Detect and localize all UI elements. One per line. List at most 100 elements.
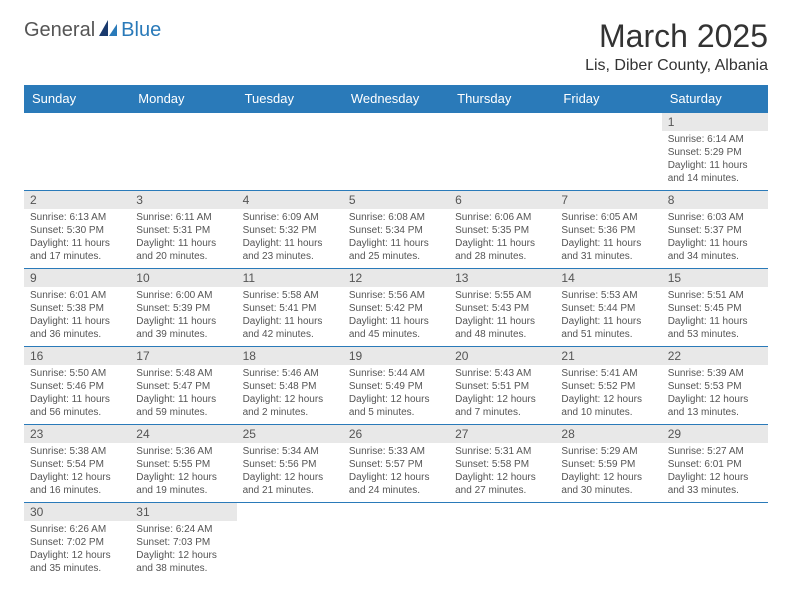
sun-info: Sunrise: 6:09 AMSunset: 5:32 PMDaylight:… xyxy=(237,209,343,265)
sunset-text: Sunset: 5:35 PM xyxy=(455,224,549,237)
sunset-text: Sunset: 5:29 PM xyxy=(668,146,762,159)
sunrise-text: Sunrise: 5:44 AM xyxy=(349,367,443,380)
sunset-text: Sunset: 5:52 PM xyxy=(561,380,655,393)
day-number: 14 xyxy=(555,269,661,287)
sun-info: Sunrise: 5:27 AMSunset: 6:01 PMDaylight:… xyxy=(662,443,768,499)
sun-info: Sunrise: 6:11 AMSunset: 5:31 PMDaylight:… xyxy=(130,209,236,265)
daylight-text: Daylight: 12 hours and 2 minutes. xyxy=(243,393,337,419)
logo-text-general: General xyxy=(24,19,95,42)
sunrise-text: Sunrise: 6:08 AM xyxy=(349,211,443,224)
sunrise-text: Sunrise: 5:56 AM xyxy=(349,289,443,302)
daylight-text: Daylight: 12 hours and 7 minutes. xyxy=(455,393,549,419)
sunset-text: Sunset: 5:32 PM xyxy=(243,224,337,237)
calendar-cell xyxy=(555,113,661,191)
sunrise-text: Sunrise: 5:34 AM xyxy=(243,445,337,458)
sun-info: Sunrise: 6:13 AMSunset: 5:30 PMDaylight:… xyxy=(24,209,130,265)
calendar-cell: 28Sunrise: 5:29 AMSunset: 5:59 PMDayligh… xyxy=(555,425,661,503)
sunrise-text: Sunrise: 6:06 AM xyxy=(455,211,549,224)
weekday-header: Friday xyxy=(555,85,661,113)
calendar-week-row: 2Sunrise: 6:13 AMSunset: 5:30 PMDaylight… xyxy=(24,191,768,269)
sun-info: Sunrise: 6:05 AMSunset: 5:36 PMDaylight:… xyxy=(555,209,661,265)
daylight-text: Daylight: 11 hours and 23 minutes. xyxy=(243,237,337,263)
calendar-cell: 27Sunrise: 5:31 AMSunset: 5:58 PMDayligh… xyxy=(449,425,555,503)
sunrise-text: Sunrise: 6:26 AM xyxy=(30,523,124,536)
day-number: 16 xyxy=(24,347,130,365)
calendar-cell: 2Sunrise: 6:13 AMSunset: 5:30 PMDaylight… xyxy=(24,191,130,269)
calendar-cell xyxy=(237,503,343,581)
sun-info: Sunrise: 5:41 AMSunset: 5:52 PMDaylight:… xyxy=(555,365,661,421)
daylight-text: Daylight: 11 hours and 59 minutes. xyxy=(136,393,230,419)
daylight-text: Daylight: 11 hours and 31 minutes. xyxy=(561,237,655,263)
calendar-cell: 18 Sunrise: 5:46 AMSunset: 5:48 PMDayligh… xyxy=(237,347,343,425)
daylight-text: Daylight: 12 hours and 24 minutes. xyxy=(349,471,443,497)
day-number: 6 xyxy=(449,191,555,209)
day-number: 2 xyxy=(24,191,130,209)
day-number: 8 xyxy=(662,191,768,209)
calendar-cell xyxy=(449,503,555,581)
day-number: 21 xyxy=(555,347,661,365)
weekday-header: Sunday xyxy=(24,85,130,113)
sunset-text: Sunset: 5:48 PM xyxy=(243,380,337,393)
logo: General Blue xyxy=(24,18,161,43)
weekday-header: Tuesday xyxy=(237,85,343,113)
sunrise-text: Sunrise: 6:11 AM xyxy=(136,211,230,224)
sun-info: Sunrise: 5:34 AMSunset: 5:56 PMDaylight:… xyxy=(237,443,343,499)
logo-text-blue: Blue xyxy=(121,19,161,42)
sunset-text: Sunset: 7:03 PM xyxy=(136,536,230,549)
sunset-text: Sunset: 5:38 PM xyxy=(30,302,124,315)
calendar-cell: 16Sunrise: 5:50 AMSunset: 5:46 PMDayligh… xyxy=(24,347,130,425)
daylight-text: Daylight: 11 hours and 20 minutes. xyxy=(136,237,230,263)
daylight-text: Daylight: 11 hours and 48 minutes. xyxy=(455,315,549,341)
sun-info: Sunrise: 6:14 AMSunset: 5:29 PMDaylight:… xyxy=(662,131,768,187)
sunset-text: Sunset: 5:44 PM xyxy=(561,302,655,315)
weekday-header: Monday xyxy=(130,85,236,113)
day-number: 25 xyxy=(237,425,343,443)
day-number: 11 xyxy=(237,269,343,287)
sunrise-text: Sunrise: 5:58 AM xyxy=(243,289,337,302)
day-number: 30 xyxy=(24,503,130,521)
sunset-text: Sunset: 6:01 PM xyxy=(668,458,762,471)
sunset-text: Sunset: 5:30 PM xyxy=(30,224,124,237)
sun-info: Sunrise: 6:03 AMSunset: 5:37 PMDaylight:… xyxy=(662,209,768,265)
calendar-cell: 20Sunrise: 5:43 AMSunset: 5:51 PMDayligh… xyxy=(449,347,555,425)
day-number: 18 xyxy=(237,347,343,365)
sunrise-text: Sunrise: 5:50 AM xyxy=(30,367,124,380)
calendar-cell: 25Sunrise: 5:34 AMSunset: 5:56 PMDayligh… xyxy=(237,425,343,503)
sunset-text: Sunset: 5:46 PM xyxy=(30,380,124,393)
calendar-cell: 19Sunrise: 5:44 AMSunset: 5:49 PMDayligh… xyxy=(343,347,449,425)
sunrise-text: Sunrise: 5:31 AM xyxy=(455,445,549,458)
calendar-week-row: 23Sunrise: 5:38 AMSunset: 5:54 PMDayligh… xyxy=(24,425,768,503)
calendar-cell xyxy=(449,113,555,191)
sunrise-text: Sunrise: 6:09 AM xyxy=(243,211,337,224)
calendar-cell: 30Sunrise: 6:26 AMSunset: 7:02 PMDayligh… xyxy=(24,503,130,581)
daylight-text: Daylight: 12 hours and 10 minutes. xyxy=(561,393,655,419)
sunset-text: Sunset: 5:39 PM xyxy=(136,302,230,315)
calendar-cell: 9Sunrise: 6:01 AMSunset: 5:38 PMDaylight… xyxy=(24,269,130,347)
calendar-cell: 17Sunrise: 5:48 AMSunset: 5:47 PMDayligh… xyxy=(130,347,236,425)
daylight-text: Daylight: 12 hours and 16 minutes. xyxy=(30,471,124,497)
calendar-cell xyxy=(237,113,343,191)
calendar-cell: 26Sunrise: 5:33 AMSunset: 5:57 PMDayligh… xyxy=(343,425,449,503)
daylight-text: Daylight: 12 hours and 19 minutes. xyxy=(136,471,230,497)
daylight-text: Daylight: 12 hours and 27 minutes. xyxy=(455,471,549,497)
sun-info: Sunrise: 5:44 AMSunset: 5:49 PMDaylight:… xyxy=(343,365,449,421)
day-number: 20 xyxy=(449,347,555,365)
daylight-text: Daylight: 11 hours and 45 minutes. xyxy=(349,315,443,341)
sunrise-text: Sunrise: 5:38 AM xyxy=(30,445,124,458)
calendar-cell xyxy=(24,113,130,191)
calendar-cell: 23Sunrise: 5:38 AMSunset: 5:54 PMDayligh… xyxy=(24,425,130,503)
day-number: 13 xyxy=(449,269,555,287)
sunrise-text: Sunrise: 5:39 AM xyxy=(668,367,762,380)
calendar-cell: 12Sunrise: 5:56 AMSunset: 5:42 PMDayligh… xyxy=(343,269,449,347)
daylight-text: Daylight: 12 hours and 35 minutes. xyxy=(30,549,124,575)
day-number: 3 xyxy=(130,191,236,209)
calendar-cell: 8Sunrise: 6:03 AMSunset: 5:37 PMDaylight… xyxy=(662,191,768,269)
sun-info: Sunrise: 5:58 AMSunset: 5:41 PMDaylight:… xyxy=(237,287,343,343)
day-number: 15 xyxy=(662,269,768,287)
day-number: 23 xyxy=(24,425,130,443)
sunset-text: Sunset: 5:57 PM xyxy=(349,458,443,471)
sunrise-text: Sunrise: 5:46 AM xyxy=(243,367,337,380)
weekday-header-row: Sunday Monday Tuesday Wednesday Thursday… xyxy=(24,85,768,113)
day-number: 28 xyxy=(555,425,661,443)
calendar-cell: 14Sunrise: 5:53 AMSunset: 5:44 PMDayligh… xyxy=(555,269,661,347)
